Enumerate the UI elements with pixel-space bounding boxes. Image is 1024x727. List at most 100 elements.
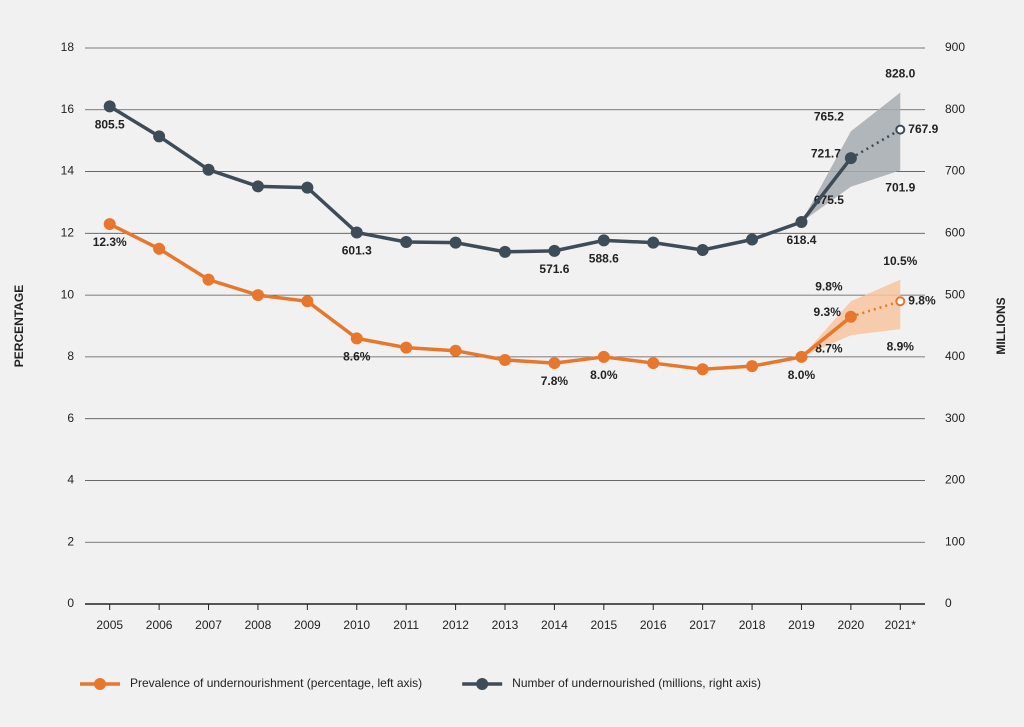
marker: [499, 245, 511, 258]
y2-tick-label: 0: [945, 596, 952, 610]
y2-tick-label: 900: [945, 40, 965, 54]
y-tick-label: 10: [61, 287, 75, 301]
marker: [795, 350, 808, 363]
marker: [597, 350, 610, 363]
y-tick-label: 6: [67, 411, 74, 425]
marker: [449, 344, 462, 357]
y-tick-label: 2: [67, 534, 74, 548]
data-label: 8.0%: [788, 368, 816, 382]
y-tick-label: 8: [67, 349, 74, 363]
band-upper-label: 765.2: [814, 109, 844, 123]
y-tick-label: 14: [61, 164, 75, 178]
marker: [153, 242, 166, 255]
x-tick-label: 2015: [590, 618, 617, 632]
x-tick-label: 2021*: [885, 618, 917, 632]
data-label: 12.3%: [93, 235, 127, 249]
marker: [400, 235, 413, 248]
marker: [548, 357, 561, 370]
legend-marker: [476, 678, 489, 690]
y-tick-label: 12: [61, 226, 75, 240]
data-label: 601.3: [342, 244, 372, 258]
marker: [251, 180, 264, 193]
data-label: 767.9: [908, 122, 938, 136]
y-tick-label: 0: [67, 596, 74, 610]
y-tick-label: 16: [61, 102, 75, 116]
marker: [895, 296, 906, 307]
y2-tick-label: 600: [945, 226, 965, 240]
x-tick-label: 2009: [294, 618, 321, 632]
series-line: [108, 104, 853, 254]
band-upper-label: 10.5%: [883, 254, 917, 268]
y2-tick-label: 700: [945, 164, 965, 178]
marker: [844, 310, 857, 323]
marker: [647, 357, 660, 370]
y2-tick-label: 200: [945, 473, 965, 487]
marker: [449, 236, 462, 249]
band-lower-label: 701.9: [885, 181, 915, 195]
x-tick-label: 2014: [541, 618, 568, 632]
y2-axis-title: MILLIONS: [994, 297, 1008, 354]
y2-tick-label: 800: [945, 102, 965, 116]
marker: [548, 244, 561, 257]
x-tick-label: 2007: [195, 618, 222, 632]
x-tick-label: 2018: [739, 618, 766, 632]
marker: [746, 233, 759, 246]
marker: [499, 353, 511, 366]
legend-label: Prevalence of undernourishment (percenta…: [130, 676, 422, 690]
marker: [350, 332, 363, 345]
x-tick-label: 2012: [442, 618, 469, 632]
marker: [696, 363, 709, 376]
marker: [103, 100, 116, 113]
data-label: 618.4: [786, 233, 816, 247]
y2-tick-label: 400: [945, 349, 965, 363]
marker: [696, 244, 709, 257]
marker: [795, 215, 808, 228]
data-label: 7.8%: [541, 374, 569, 388]
band-upper-label: 9.8%: [815, 279, 843, 293]
y-tick-label: 18: [61, 40, 75, 54]
x-tick-label: 2017: [689, 618, 716, 632]
band-upper-label: 828.0: [885, 67, 915, 81]
projected-line: [850, 300, 901, 318]
marker: [202, 163, 215, 176]
marker: [400, 341, 413, 354]
marker: [251, 289, 264, 302]
marker: [895, 124, 906, 135]
marker: [844, 152, 857, 165]
y2-tick-label: 500: [945, 287, 965, 301]
marker: [597, 234, 610, 247]
x-tick-label: 2011: [393, 618, 419, 632]
marker: [202, 273, 215, 286]
marker: [301, 295, 314, 308]
data-label: 588.6: [589, 252, 619, 266]
data-label: 9.8%: [908, 293, 936, 307]
band-lower-label: 8.7%: [815, 341, 843, 355]
marker: [350, 226, 363, 239]
marker: [301, 181, 314, 194]
series-line: [108, 222, 852, 372]
y2-tick-label: 100: [945, 534, 965, 548]
x-tick-label: 2013: [492, 618, 519, 632]
x-tick-label: 2010: [343, 618, 370, 632]
data-label: 8.6%: [343, 350, 371, 364]
band-lower-label: 8.9%: [887, 339, 915, 353]
x-tick-label: 2005: [96, 618, 123, 632]
x-tick-label: 2006: [146, 618, 173, 632]
y-axis-title: PERCENTAGE: [12, 285, 26, 367]
legend-label: Number of undernourished (millions, righ…: [512, 676, 761, 690]
x-tick-label: 2016: [640, 618, 667, 632]
marker: [647, 236, 660, 249]
marker: [103, 218, 116, 231]
data-label: 8.0%: [590, 368, 618, 382]
data-label: 721.7: [811, 146, 841, 160]
marker: [153, 130, 166, 143]
marker: [746, 360, 759, 373]
data-label: 9.3%: [814, 305, 842, 319]
x-tick-label: 2019: [788, 618, 815, 632]
data-label: 571.6: [539, 262, 569, 276]
x-tick-label: 2008: [245, 618, 272, 632]
x-tick-label: 2020: [838, 618, 865, 632]
legend-marker: [94, 678, 106, 690]
y2-tick-label: 300: [945, 411, 965, 425]
